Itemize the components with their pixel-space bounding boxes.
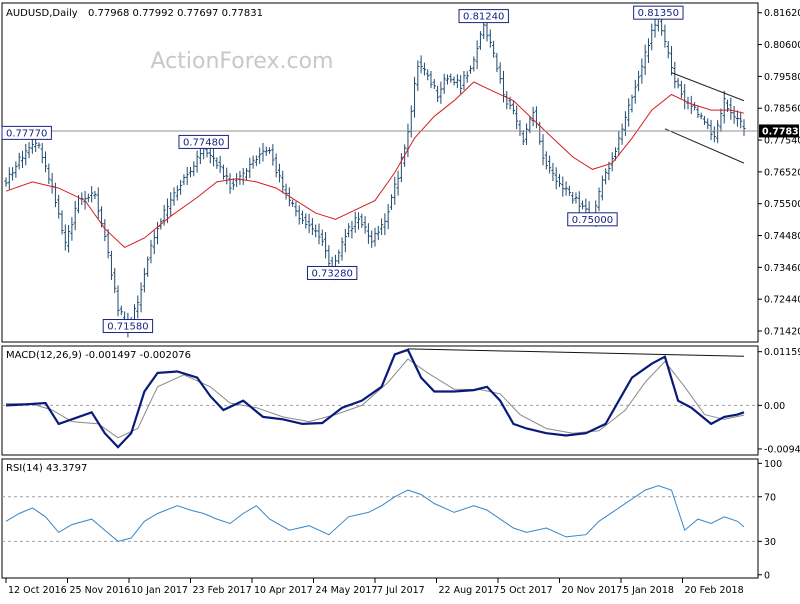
price-annotation-box [102,319,154,334]
current-price-badge [759,124,799,138]
price-annotation-box [306,265,358,280]
x-tick-label: 20 Nov 2017 [562,585,623,596]
price-annotation-label: 0.81240 [463,12,504,23]
macd-y-tick-label: 0.01159 [764,347,800,358]
rsi-title: RSI(14) 43.3797 [6,463,87,474]
price-y-tick-label: 0.73460 [764,263,800,274]
price-y-tick-label: 0.81620 [764,8,800,19]
price-y-tick-label: 0.71420 [764,327,800,338]
watermark-text: ActionForex.com [151,49,334,74]
x-tick-label: 10 Apr 2017 [254,585,313,596]
macd-panel-frame [1,345,759,456]
channel-line [671,72,745,102]
price-annotation-label: 0.77770 [6,128,47,139]
price-annotation-box [1,125,52,140]
price-annotation-label: 0.75000 [572,215,613,226]
x-tick-label: 5 Oct 2017 [500,585,553,596]
price-annotation-box [633,5,684,20]
sma-line [5,81,745,248]
macd-y-tick-label: -0.009408 [764,444,800,455]
x-tick-label: 22 Aug 2017 [439,585,500,596]
price-y-tick-label: 0.74480 [764,231,800,242]
price-annotation-label: 0.73280 [311,268,352,279]
macd-series-layer [2,348,758,449]
price-annotation-label: 0.77480 [183,137,224,148]
price-y-tick-label: 0.72440 [764,295,800,306]
rsi-y-tick-label: 0 [764,570,770,581]
price-symbol-label: AUDUSD,Daily [6,8,78,19]
price-annotation-box [567,212,618,227]
price-series-layer: 0.77770 0.77480 0.73280 0.71580 0.81240 0.750… [1,5,758,338]
macd-main-line [5,348,745,449]
price-ohlc-label: 0.77968 0.77992 0.77697 0.77831 [88,8,263,19]
rsi-y-tick-label: 70 [764,492,776,503]
macd-signal-line [5,358,745,439]
x-tick-label: 12 Oct 2016 [8,585,67,596]
current-price-label: 0.77831 [762,126,800,137]
price-y-tick-label: 0.79580 [764,72,800,83]
price-y-tick-label: 0.75500 [764,199,800,210]
macd-trendline [407,348,745,357]
axis-labels-layer: 0.81620 0.80600 0.79580 0.78560 0.77540 0.765… [5,8,800,596]
rsi-y-tick-label: 30 [764,537,776,548]
macd-title: MACD(12,26,9) -0.001497 -0.002076 [6,350,191,361]
x-tick-label: 24 May 2017 [316,585,378,596]
price-y-tick-label: 0.76520 [764,167,800,178]
x-tick-label: 5 Jan 2018 [623,585,674,596]
price-annotation-box [178,134,229,149]
price-y-tick-label: 0.77540 [764,136,800,147]
x-tick-label: 25 Nov 2016 [70,585,131,596]
price-panel-frame [1,2,759,343]
x-tick-label: 23 Feb 2017 [193,585,252,596]
x-tick-label: 10 Jan 2017 [131,585,188,596]
rsi-series-layer [2,485,758,542]
x-tick-label: 20 Feb 2018 [685,585,744,596]
rsi-y-tick-label: 100 [764,459,782,470]
price-annotation-label: 0.71580 [107,322,148,333]
channel-line [664,128,745,164]
price-annotation-box [458,9,509,24]
rsi-line [5,485,745,542]
x-tick-label: 7 Jul 2017 [377,585,425,596]
price-y-tick-label: 0.78560 [764,104,800,115]
macd-y-tick-label: 0.00 [764,401,785,412]
price-annotation-label: 0.81350 [638,8,679,19]
price-y-tick-label: 0.80600 [764,40,800,51]
rsi-panel-frame [1,458,759,579]
